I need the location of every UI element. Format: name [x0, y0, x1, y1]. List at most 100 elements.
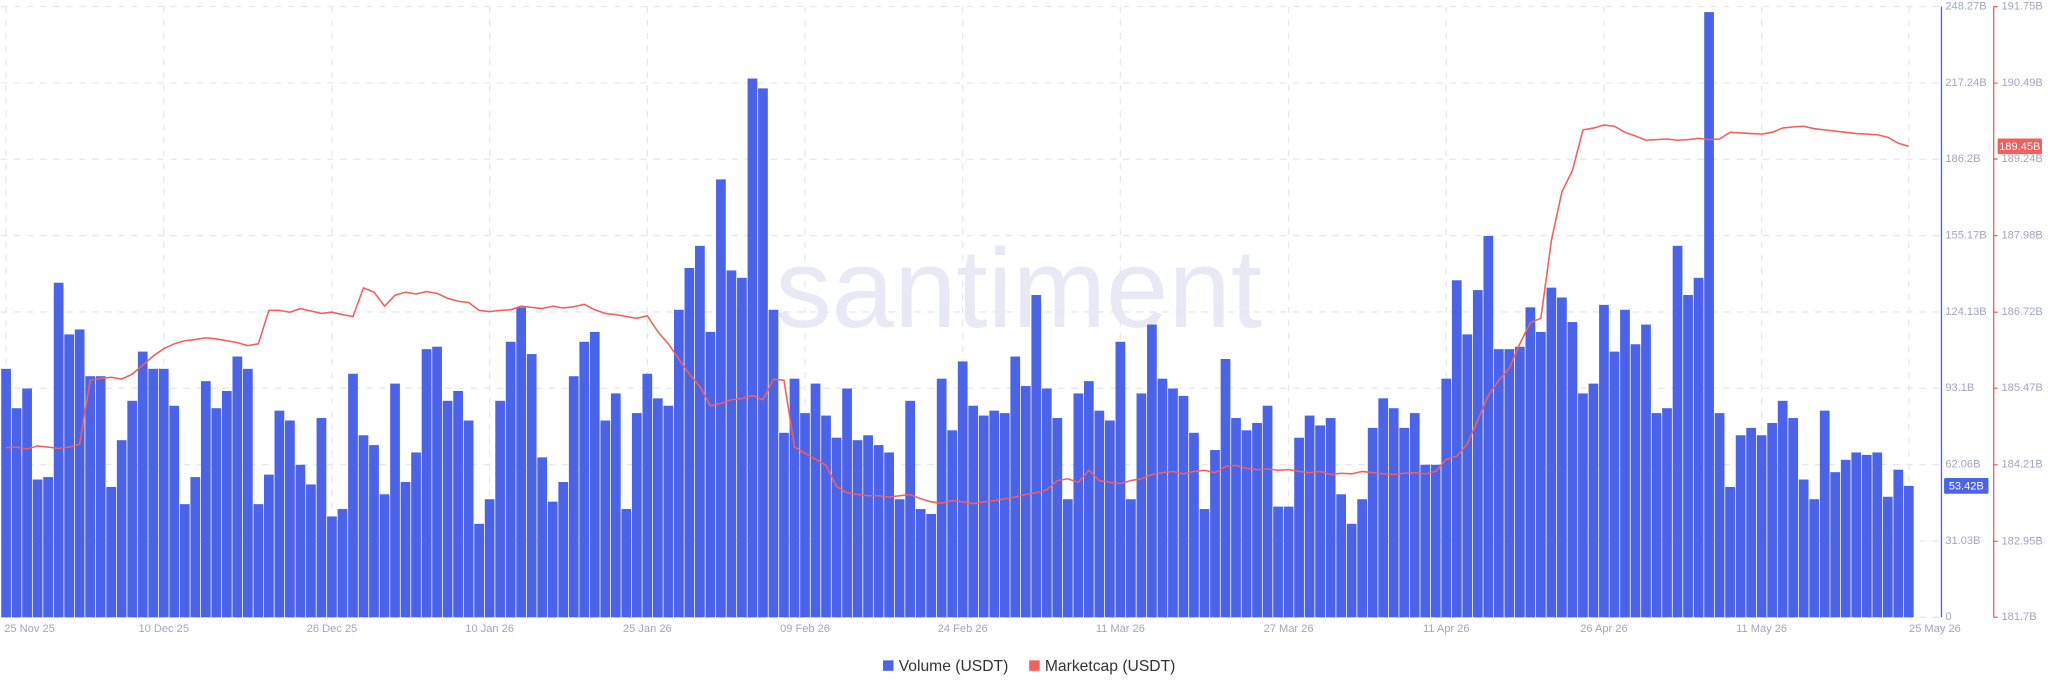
- bar: [169, 405, 180, 618]
- bar: [1136, 393, 1147, 618]
- bar: [137, 351, 148, 618]
- bar: [1105, 420, 1115, 618]
- bar: [1294, 437, 1304, 618]
- bar: [1557, 297, 1567, 618]
- bar: [1683, 295, 1693, 618]
- bar: [442, 400, 453, 618]
- bar: [1147, 324, 1157, 618]
- y-tick-label: 186.2B: [1945, 153, 1980, 165]
- watermark: santiment: [776, 225, 1263, 351]
- bar: [1462, 334, 1473, 618]
- bar: [1588, 383, 1599, 618]
- bar: [453, 390, 463, 618]
- bar: [905, 400, 915, 618]
- bar: [1020, 386, 1031, 618]
- bar: [53, 282, 64, 618]
- bar: [1199, 509, 1210, 618]
- bar: [1441, 378, 1452, 618]
- bar: [1220, 358, 1231, 618]
- value-badge: [1997, 138, 2042, 155]
- bar: [1126, 499, 1136, 618]
- bar: [1599, 304, 1609, 618]
- bar-series: [1, 12, 1914, 618]
- bar: [158, 368, 169, 618]
- bar: [285, 420, 295, 618]
- bar: [1735, 435, 1746, 618]
- x-tick-label: 25 Nov 25: [4, 623, 55, 635]
- bar: [1903, 485, 1914, 618]
- value-badge: [1944, 478, 1989, 494]
- bar: [1378, 398, 1389, 618]
- bar: [1777, 400, 1788, 618]
- bar: [400, 481, 411, 618]
- bar: [106, 486, 117, 618]
- bar: [1693, 277, 1704, 618]
- value-badge-label: 53.42B: [1949, 480, 1984, 492]
- bar: [474, 523, 484, 618]
- legend-swatch: [883, 660, 894, 671]
- bar: [1536, 331, 1546, 618]
- bar: [737, 277, 747, 618]
- bar: [1798, 479, 1809, 618]
- bar: [1231, 418, 1241, 618]
- bar: [789, 378, 800, 618]
- bar: [1641, 324, 1651, 618]
- bar: [43, 477, 53, 618]
- bar: [253, 504, 264, 618]
- bar: [758, 88, 768, 618]
- bar: [1357, 499, 1368, 618]
- y2-tick-label: 189.24B: [2002, 153, 2043, 165]
- bar: [705, 331, 716, 618]
- y2-tick-label: 181.7B: [2002, 611, 2037, 623]
- bar: [232, 356, 243, 618]
- x-tick-label: 25 Jan 26: [623, 623, 672, 635]
- bar: [1325, 418, 1336, 618]
- x-tick-label: 27 Mar 26: [1264, 623, 1314, 635]
- bar: [695, 245, 705, 618]
- bar: [999, 413, 1010, 618]
- bar: [432, 346, 442, 618]
- bar: [558, 481, 569, 618]
- bar: [1451, 280, 1462, 618]
- y-tick-label: 93.1B: [1945, 382, 1974, 394]
- bar: [1704, 12, 1714, 618]
- bar: [1809, 499, 1820, 618]
- x-tick-label: 25 May 26: [1909, 623, 1961, 635]
- bar: [1178, 395, 1189, 618]
- bar: [1094, 410, 1105, 618]
- bar: [242, 368, 253, 618]
- y-tick-label: 155.17B: [1945, 229, 1986, 241]
- bar: [1493, 349, 1504, 618]
- bar: [127, 400, 138, 618]
- x-tick-label: 11 Mar 26: [1096, 623, 1145, 635]
- bar: [947, 430, 958, 618]
- bar: [221, 390, 232, 618]
- y-tick-label: 0: [1945, 611, 1951, 623]
- bar: [779, 432, 789, 618]
- bar: [190, 477, 201, 618]
- bar: [1630, 344, 1641, 618]
- bar: [1336, 494, 1347, 618]
- bar: [747, 78, 758, 618]
- bar: [1273, 506, 1283, 618]
- x-tick-label: 24 Feb 26: [938, 623, 988, 635]
- bar: [1189, 432, 1199, 618]
- bar: [358, 435, 369, 618]
- bar: [526, 354, 537, 618]
- bar: [579, 341, 590, 618]
- bar: [1840, 459, 1851, 618]
- bar: [810, 383, 821, 618]
- bar: [1609, 351, 1620, 618]
- y2-tick-label: 186.72B: [2002, 306, 2043, 318]
- bar: [684, 267, 695, 618]
- bar: [200, 381, 211, 618]
- legend-label: Marketcap (USDT): [1045, 658, 1176, 675]
- bar: [663, 405, 674, 618]
- bar: [884, 452, 894, 618]
- bar: [968, 405, 979, 618]
- bar: [1725, 486, 1735, 618]
- bar: [978, 415, 989, 618]
- bar: [547, 501, 558, 618]
- bar: [1861, 454, 1872, 618]
